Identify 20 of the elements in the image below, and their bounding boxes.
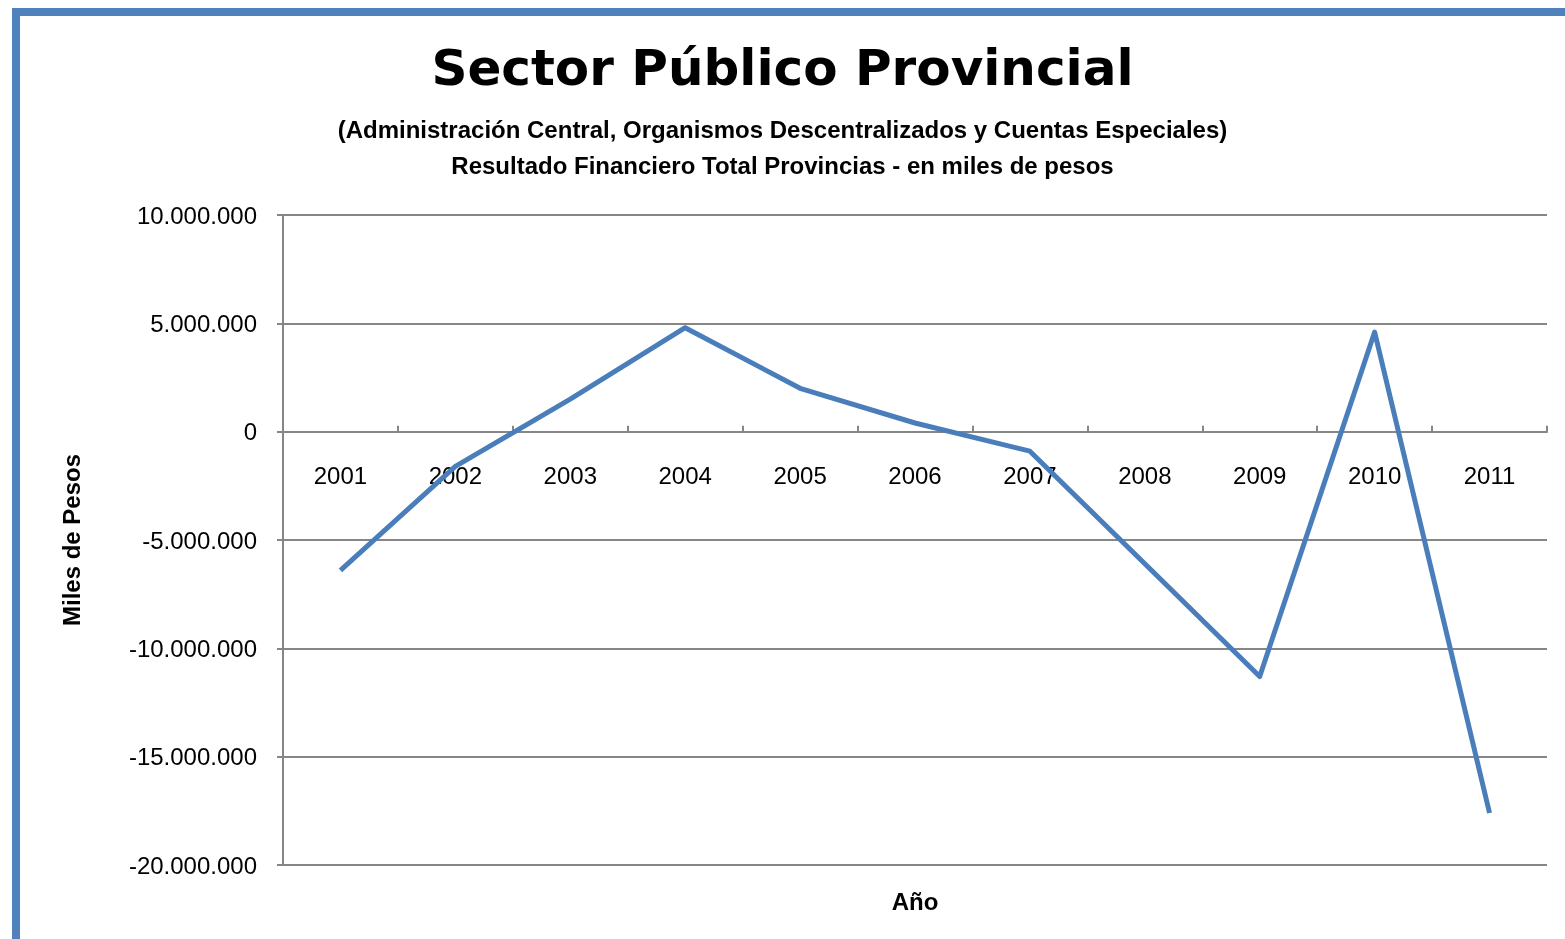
chart-subtitle: (Administración Central, Organismos Descentralizados y Cuentas Especiales) Resultado Financiero Total Provincias - en miles de pesos [337, 115, 1228, 179]
x-tick-label: 2009 [1233, 462, 1287, 490]
y-tick-label: 10.000.000 [136, 201, 257, 229]
y-tick-label: -20.000.000 [128, 851, 257, 879]
x-tick-label: 2011 [1463, 462, 1516, 490]
y-tick-label: 0 [243, 418, 257, 446]
x-tick-label: 2004 [658, 462, 712, 490]
y-tick-label: -5.000.000 [142, 526, 257, 554]
x-tick-label: 2005 [773, 462, 827, 490]
x-tick-label: 2001 [313, 462, 368, 490]
y-tick-label: 5.000.000 [150, 309, 257, 337]
y-tick-label: -15.000.000 [128, 743, 257, 771]
x-tick-label: 2006 [888, 462, 942, 490]
y-tick-label: -10.000.000 [128, 634, 257, 662]
x-tick-label: 2003 [543, 462, 597, 490]
x-axis-title: Año [891, 887, 939, 915]
chart-title: Sector Público Provincial [431, 39, 1134, 97]
x-tick-label: 2008 [1118, 462, 1172, 490]
x-tick-label: 2010 [1347, 462, 1402, 490]
y-axis-title: Miles de Pesos [57, 453, 85, 627]
